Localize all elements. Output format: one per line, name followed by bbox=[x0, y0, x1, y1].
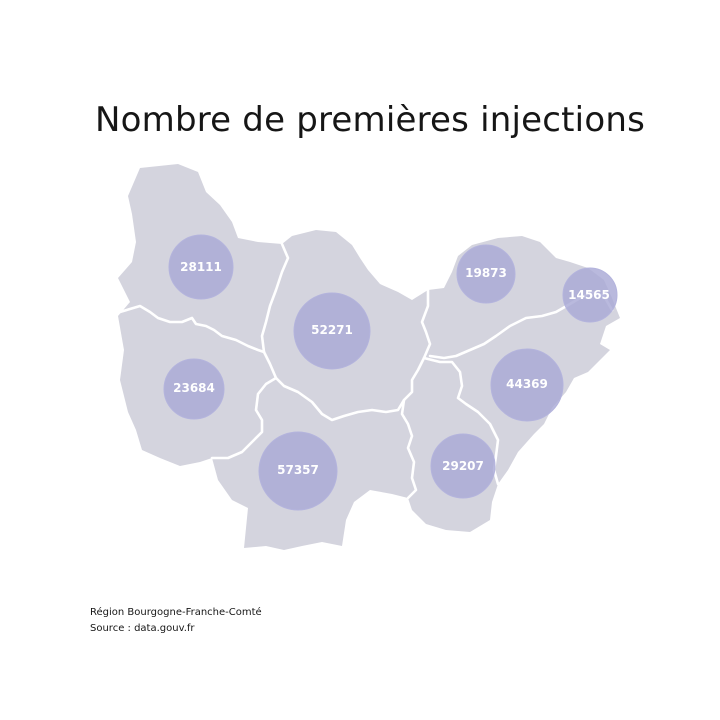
dept-89-bubble: 28111 bbox=[168, 234, 234, 300]
bubble-value: 19873 bbox=[465, 266, 507, 280]
bubble-value: 29207 bbox=[442, 459, 484, 473]
bubble-value: 44369 bbox=[506, 377, 548, 391]
bubble-circle bbox=[258, 431, 338, 511]
bubble-value: 23684 bbox=[173, 381, 215, 395]
dept-90-bubble: 14565 bbox=[562, 267, 618, 323]
bubble-circle bbox=[490, 348, 564, 422]
dept-21-bubble: 52271 bbox=[293, 292, 371, 370]
department-border bbox=[422, 356, 500, 486]
bubble-value: 28111 bbox=[180, 260, 222, 274]
bubble-value: 57357 bbox=[277, 463, 319, 477]
dept-71-bubble: 57357 bbox=[258, 431, 338, 511]
bubble-value: 52271 bbox=[311, 323, 353, 337]
dept-58-bubble: 23684 bbox=[163, 358, 225, 420]
bubble-value: 14565 bbox=[568, 288, 610, 302]
bubble-circle bbox=[293, 292, 371, 370]
dept-25-bubble: 44369 bbox=[490, 348, 564, 422]
dept-70-bubble: 19873 bbox=[456, 244, 516, 304]
bubble-circle bbox=[456, 244, 516, 304]
department-border bbox=[400, 398, 418, 500]
footer-region: Région Bourgogne-Franche-Comté bbox=[90, 607, 262, 618]
dept-39-bubble: 29207 bbox=[430, 433, 496, 499]
department-border bbox=[118, 304, 266, 354]
bubble-circle bbox=[562, 267, 618, 323]
map-title: Nombre de premières injections bbox=[95, 100, 645, 140]
bubble-circle bbox=[430, 433, 496, 499]
bubble-circle bbox=[163, 358, 225, 420]
department-border bbox=[274, 288, 432, 422]
bubble-circle bbox=[168, 234, 234, 300]
footer-source: Source : data.gouv.fr bbox=[90, 623, 195, 634]
